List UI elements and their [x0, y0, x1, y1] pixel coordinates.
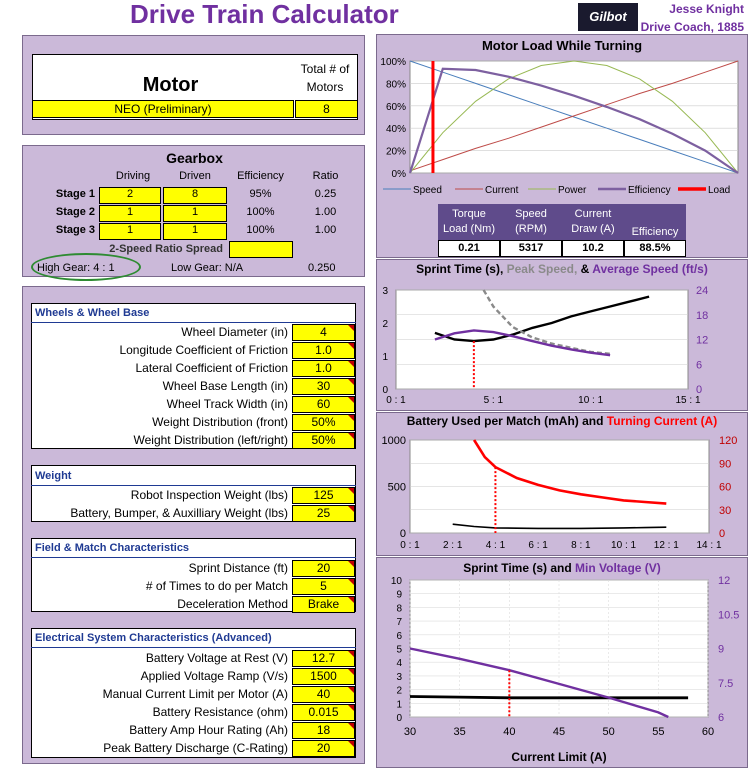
wheels-label-1: Longitude Coefficient of Friction	[119, 343, 288, 357]
field-label-2: Deceleration Method	[177, 597, 288, 611]
wheels-label-4: Wheel Track Width (in)	[166, 397, 288, 411]
load-header-speed: Speed (RPM)	[500, 204, 562, 240]
wheels-divider	[31, 322, 356, 323]
stage-1-efficiency: 95%	[249, 188, 272, 200]
page-title: Drive Train Calculator	[130, 0, 399, 29]
electrical-label-1: Applied Voltage Ramp (V/s)	[140, 669, 288, 683]
stage-1-label: Stage 1	[55, 188, 95, 200]
electrical-divider	[31, 647, 356, 648]
weight-label-0: Robot Inspection Weight (lbs)	[130, 488, 288, 502]
field-label-1: # of Times to do per Match	[145, 579, 288, 593]
motor-title: Motor	[142, 74, 199, 96]
total-ratio: 0.250	[308, 262, 336, 274]
stage-2-efficiency: 100%	[246, 206, 275, 218]
gearbox-header-driving: Driving	[115, 170, 151, 182]
field-input-1[interactable]: 5	[292, 578, 355, 595]
gearbox-header-driven: Driven	[179, 170, 211, 182]
wheels-input-2[interactable]: 1.0	[292, 360, 355, 377]
stage-3-label: Stage 3	[55, 224, 95, 236]
motor-count-label: Total # of Motors	[300, 62, 350, 94]
low-gear-label: Low Gear: N/A	[171, 262, 244, 274]
wheels-input-0[interactable]: 4	[292, 324, 355, 341]
electrical-input-1[interactable]: 1500	[292, 668, 355, 685]
field-divider	[31, 557, 356, 558]
author-name: Jesse Knight	[669, 2, 744, 16]
wheels-title: Wheels & Wheel Base	[35, 307, 150, 319]
logo: Gilbot	[578, 3, 638, 31]
load-header-current: Current Draw (A)	[562, 204, 624, 240]
stage-1-driven-input[interactable]: 8	[163, 187, 227, 204]
electrical-input-5[interactable]: 20	[292, 740, 355, 757]
stage-3-ratio: 1.00	[314, 224, 337, 236]
stage-1-driving-input[interactable]: 2	[99, 187, 161, 204]
stage-3-efficiency: 100%	[246, 224, 275, 236]
motor-count-input[interactable]: 8	[295, 100, 358, 118]
wheels-label-0: Wheel Diameter (in)	[181, 325, 288, 339]
stage-2-ratio: 1.00	[314, 206, 337, 218]
electrical-label-0: Battery Voltage at Rest (V)	[145, 651, 288, 665]
spread-label: 2-Speed Ratio Spread	[109, 243, 223, 255]
electrical-label-2: Manual Current Limit per Motor (A)	[102, 687, 288, 701]
electrical-input-4[interactable]: 18	[292, 722, 355, 739]
electrical-title: Electrical System Characteristics (Advan…	[35, 632, 272, 644]
load-value-efficiency: 88.5%	[624, 240, 686, 257]
wheels-label-2: Lateral Coefficient of Friction	[135, 361, 288, 375]
motor-select[interactable]: NEO (Preliminary)	[32, 100, 294, 118]
stage-3-driving-input[interactable]: 1	[99, 223, 161, 240]
logo-text: Gilbot	[589, 9, 627, 24]
gearbox-panel: Gearbox Driving Driven Efficiency Ratio …	[22, 145, 365, 281]
stage-2-label: Stage 2	[55, 206, 95, 218]
electrical-input-2[interactable]: 40	[292, 686, 355, 703]
motor-panel: Motor Total # of Motors NEO (Preliminary…	[22, 35, 365, 135]
gearbox-title: Gearbox	[166, 150, 223, 166]
wheels-input-1[interactable]: 1.0	[292, 342, 355, 359]
author-role: Drive Coach, 1885	[640, 20, 744, 34]
field-input-2[interactable]: Brake	[292, 596, 355, 613]
load-table: Torque Load (Nm) Speed (RPM) Current Dra…	[438, 204, 686, 257]
wheels-input-6[interactable]: 50%	[292, 432, 355, 449]
load-value-current: 10.2	[562, 240, 624, 257]
electrical-label-5: Peak Battery Discharge (C-Rating)	[103, 741, 288, 755]
electrical-input-0[interactable]: 12.7	[292, 650, 355, 667]
voltage-panel	[376, 557, 748, 768]
wheels-label-6: Weight Distribution (left/right)	[133, 433, 289, 447]
load-header-efficiency: Efficiency	[624, 204, 686, 240]
battery-panel	[376, 412, 748, 556]
high-gear-circle	[31, 253, 141, 281]
electrical-label-3: Battery Resistance (ohm)	[152, 705, 288, 719]
electrical-input-3[interactable]: 0.015	[292, 704, 355, 721]
weight-label-1: Battery, Bumper, & Auxilliary Weight (lb…	[70, 506, 288, 520]
sprint-panel	[376, 259, 748, 411]
wheels-input-4[interactable]: 60	[292, 396, 355, 413]
weight-divider	[31, 485, 356, 486]
stage-2-driving-input[interactable]: 1	[99, 205, 161, 222]
load-value-speed: 5317	[500, 240, 562, 257]
stage-3-driven-input[interactable]: 1	[163, 223, 227, 240]
field-input-0[interactable]: 20	[292, 560, 355, 577]
wheels-input-3[interactable]: 30	[292, 378, 355, 395]
weight-input-1[interactable]: 25	[292, 505, 355, 522]
wheels-label-5: Weight Distribution (front)	[152, 415, 288, 429]
load-value-torque: 0.21	[438, 240, 500, 257]
field-title: Field & Match Characteristics	[35, 542, 190, 554]
load-header-torque: Torque Load (Nm)	[438, 204, 500, 240]
wheels-input-5[interactable]: 50%	[292, 414, 355, 431]
field-label-0: Sprint Distance (ft)	[188, 561, 288, 575]
stage-1-ratio: 0.25	[314, 188, 337, 200]
stage-2-driven-input[interactable]: 1	[163, 205, 227, 222]
gearbox-header-efficiency: Efficiency	[237, 170, 284, 182]
electrical-label-4: Battery Amp Hour Rating (Ah)	[129, 723, 288, 737]
weight-title: Weight	[35, 470, 72, 482]
spread-input[interactable]	[229, 241, 293, 258]
gearbox-header-ratio: Ratio	[312, 170, 339, 182]
wheels-label-3: Wheel Base Length (in)	[162, 379, 288, 393]
weight-input-0[interactable]: 125	[292, 487, 355, 504]
